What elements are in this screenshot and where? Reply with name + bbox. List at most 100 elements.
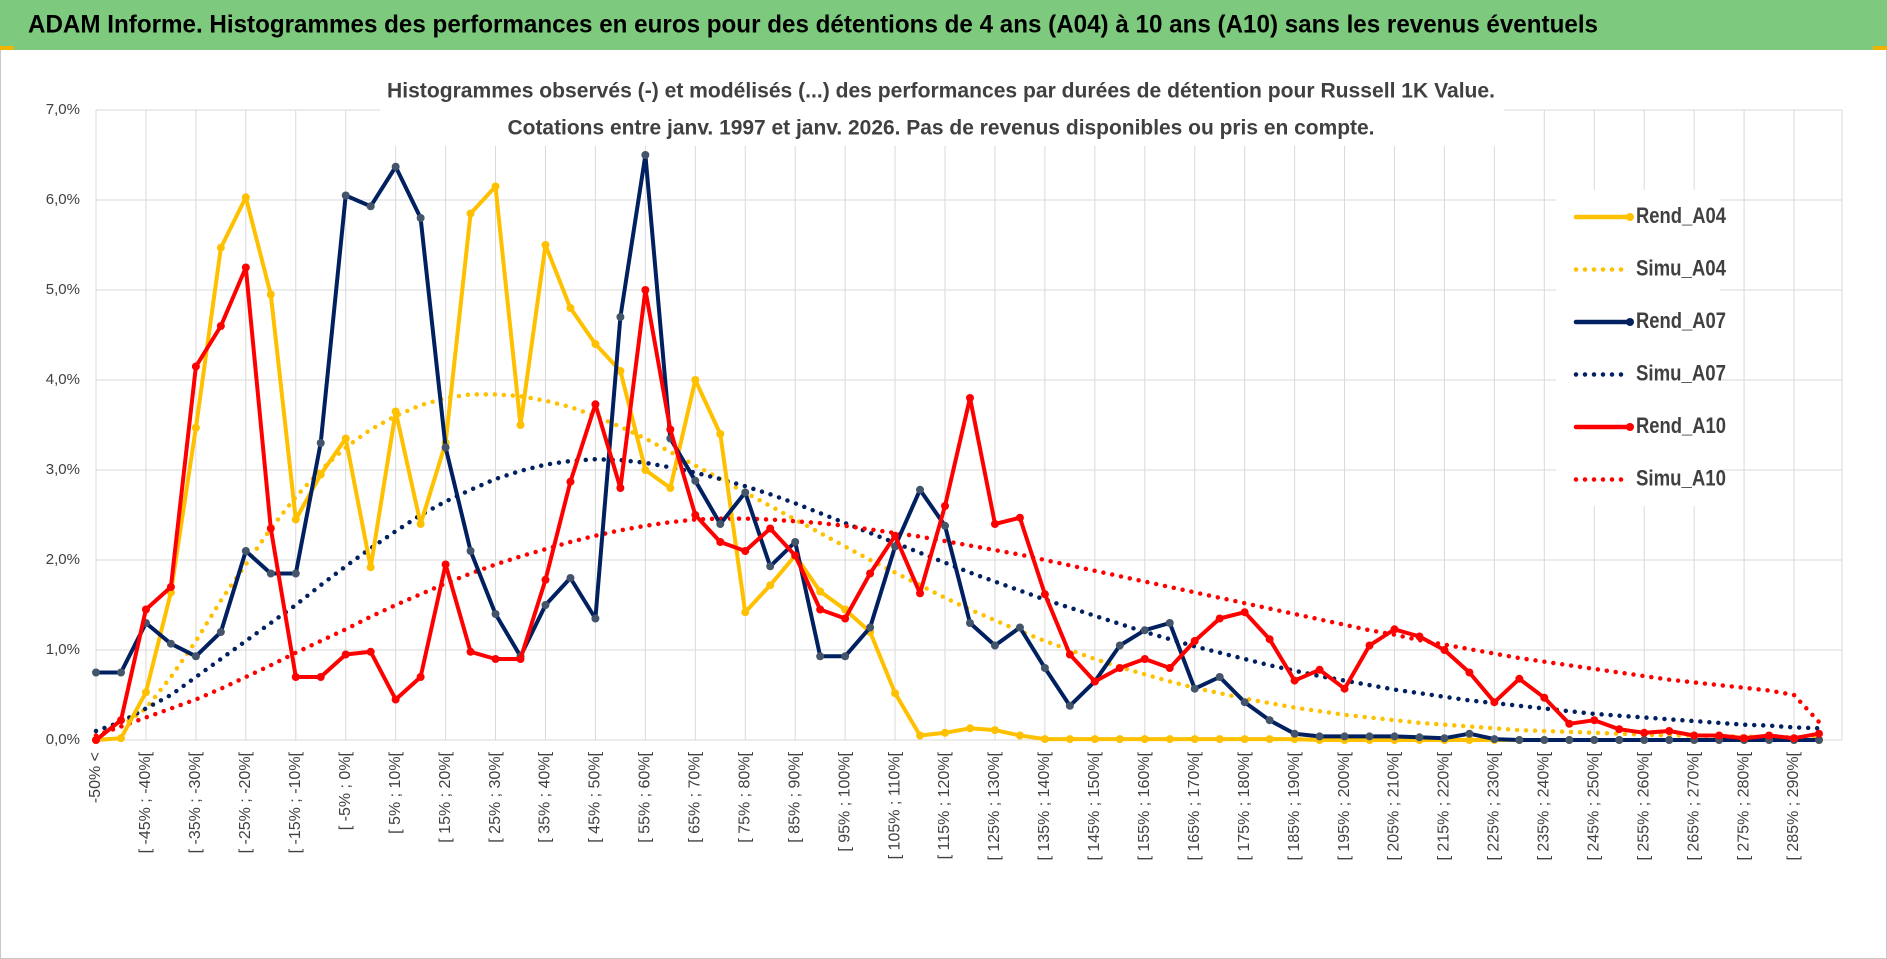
data-point [1540,693,1549,702]
data-point [591,340,600,348]
x-tick-label: [ 205% ; 210%[ [1386,751,1403,860]
data-point [716,520,725,528]
data-point [291,569,300,578]
data-point [266,569,275,578]
data-point [341,191,350,200]
legend-marker [1626,318,1634,326]
data-point [1240,698,1249,707]
x-tick-label: [ 55% ; 60%[ [637,751,654,842]
data-point [916,589,925,598]
data-point [766,581,775,590]
data-point [1390,625,1399,634]
data-point [1615,736,1624,744]
data-point [166,583,175,591]
data-point [1340,684,1349,693]
data-point [141,605,150,614]
x-tick-label: [ 35% ; 40%[ [537,751,554,842]
data-point [191,652,200,661]
data-point [1090,735,1099,744]
data-point [1065,650,1074,659]
data-point [1690,731,1699,740]
data-point [566,574,575,582]
data-point [1165,735,1174,744]
data-point [1265,716,1274,725]
x-tick-label: [ -45% ; -40%[ [137,751,154,853]
data-point [1665,736,1674,744]
data-point [691,476,700,485]
data-point [1790,734,1799,743]
data-point [1815,736,1823,744]
x-tick-label: [ 65% ; 70%[ [687,751,704,842]
data-point [1740,734,1749,743]
data-point [1540,736,1549,744]
data-point [616,484,625,492]
data-point [1515,674,1524,683]
data-point [891,531,900,540]
data-point [1240,735,1249,744]
data-point [1090,677,1099,686]
data-point [341,650,350,659]
data-point [1190,637,1199,645]
data-point [691,511,700,519]
y-tick-label: 5,0% [46,281,80,298]
data-point [641,151,650,159]
data-point [1490,735,1499,744]
data-point [541,575,550,584]
data-point [990,726,999,735]
corner-mark [1873,46,1887,50]
data-point [1440,646,1449,654]
data-point [191,423,200,432]
x-tick-label: [ 175% ; 180%[ [1236,751,1253,860]
data-point [1590,736,1599,744]
data-point [316,470,325,479]
data-point [541,601,550,609]
data-point [291,515,300,524]
data-point [1065,735,1074,744]
data-point [1165,619,1174,627]
data-point [491,655,500,663]
x-tick-label: [ 235% ; 240%[ [1536,751,1553,860]
data-point [1115,735,1124,744]
title-background [380,74,1504,146]
data-point [1640,728,1649,737]
y-tick-label: 0,0% [46,731,80,748]
data-point [1290,729,1299,738]
data-point [1215,673,1224,681]
data-point [366,647,375,656]
data-point [116,668,125,677]
data-point [1215,614,1224,623]
data-point [616,313,625,321]
model-line [93,516,1822,738]
data-point [166,639,175,648]
data-point [965,724,974,733]
data-point [1140,735,1149,744]
observed-line [94,153,1821,742]
x-tick-label: [ -5% ; 0%[ [337,751,354,830]
data-point [1365,641,1374,650]
data-point [391,162,400,171]
data-point [92,736,100,744]
x-tick-label: [ -35% ; -30%[ [187,751,204,853]
data-point [866,569,875,578]
observed-line [94,265,1821,742]
data-point [741,547,750,555]
data-point [641,466,650,474]
data-point [116,734,125,743]
data-point [1490,698,1499,707]
header-bar [0,0,1887,50]
legend-label: Simu_A10 [1636,465,1726,490]
x-tick-label: [ 45% ; 50%[ [587,751,604,842]
data-point [391,407,400,416]
x-tick-label: [ 105% ; 110%[ [886,751,903,859]
x-tick-label: [ 215% ; 220%[ [1436,751,1453,860]
data-point [1665,727,1674,735]
data-point [216,243,225,252]
data-point [1040,735,1049,744]
data-point [316,439,325,447]
data-point [766,524,775,533]
x-tick-label: [ 255% ; 260%[ [1635,751,1652,860]
data-point [591,400,600,409]
data-point [441,560,450,569]
data-point [741,608,750,617]
data-point [716,538,725,546]
